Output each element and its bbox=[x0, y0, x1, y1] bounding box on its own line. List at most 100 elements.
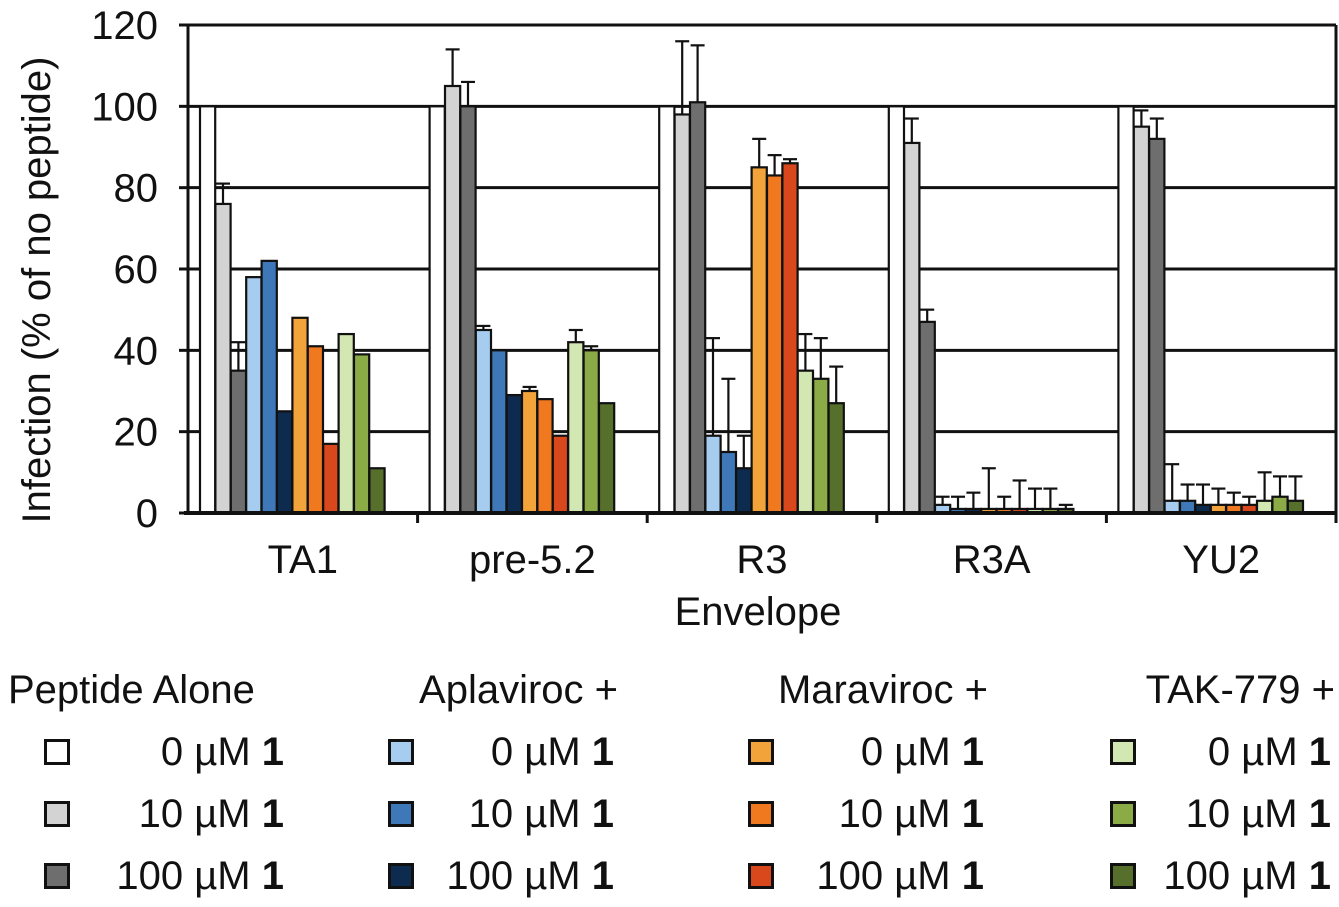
bar bbox=[597, 402, 616, 515]
bar bbox=[827, 402, 845, 515]
legend-entry-compound: 1 bbox=[1308, 791, 1331, 836]
bar bbox=[443, 84, 462, 515]
bar bbox=[520, 389, 539, 515]
legend-entry-text: 100 µM bbox=[446, 853, 592, 898]
legend-group-title: Maraviroc + bbox=[777, 668, 988, 712]
legend-entry-label: 10 µM 1 bbox=[1136, 792, 1335, 837]
legend-entry-label: 10 µM 1 bbox=[70, 792, 288, 837]
legend-entry-label: 100 µM 1 bbox=[70, 854, 288, 899]
legend-entry-text: 0 µM bbox=[1207, 729, 1309, 774]
x-tick-label: TA1 bbox=[268, 538, 338, 582]
legend-group-title: Peptide Alone bbox=[8, 668, 255, 712]
y-tick-label: 80 bbox=[114, 167, 159, 211]
legend-entry-text: 10 µM bbox=[1185, 791, 1309, 836]
bar bbox=[490, 349, 508, 515]
legend-swatch bbox=[44, 739, 70, 765]
legend-entry: 10 µM 1 bbox=[8, 783, 288, 845]
bar bbox=[275, 410, 294, 515]
legend-entry: 100 µM 1 bbox=[8, 845, 288, 907]
bar bbox=[368, 467, 386, 515]
legend-swatch bbox=[748, 801, 774, 827]
legend-entry-compound: 1 bbox=[1308, 729, 1331, 774]
legend-entry-label: 0 µM 1 bbox=[70, 730, 288, 775]
legend-group: TAK-779 +0 µM 1 10 µM 1 100 µM 1 bbox=[1110, 668, 1335, 907]
legend-entry-compound: 1 bbox=[1308, 853, 1331, 898]
legend-entry: 0 µM 1 bbox=[388, 721, 618, 783]
legend-entry-text: 10 µM bbox=[468, 791, 592, 836]
legend-swatch bbox=[388, 863, 414, 889]
legend-swatch bbox=[1110, 801, 1136, 827]
legend-entry-compound: 1 bbox=[591, 791, 614, 836]
legend-entry-text: 100 µM bbox=[116, 853, 262, 898]
y-tick-label: 60 bbox=[114, 248, 159, 292]
legend-entry-text: 0 µM bbox=[490, 729, 592, 774]
legend-entry-text: 100 µM bbox=[816, 853, 962, 898]
y-tick-label: 40 bbox=[114, 329, 159, 373]
bar bbox=[887, 105, 906, 515]
bar bbox=[260, 259, 278, 515]
bar-chart: 0 20 40 60 80 100 120 TA1 pre-5.2 R3 R3A YU2 Infect… bbox=[15, 4, 1338, 634]
legend-swatch bbox=[388, 739, 414, 765]
bar bbox=[337, 332, 355, 515]
x-tick-label: R3A bbox=[953, 538, 1031, 582]
x-tick-label: pre-5.2 bbox=[469, 538, 596, 582]
legend-entry: 10 µM 1 bbox=[748, 783, 988, 845]
legend-entry-label: 0 µM 1 bbox=[414, 730, 618, 775]
legend-swatch bbox=[44, 863, 70, 889]
legend-entry-compound: 1 bbox=[591, 853, 614, 898]
legend-entry-compound: 1 bbox=[261, 853, 284, 898]
bar bbox=[796, 369, 815, 515]
bar bbox=[474, 328, 493, 515]
bar bbox=[658, 105, 676, 515]
bar bbox=[582, 349, 600, 515]
legend-entry-compound: 1 bbox=[961, 853, 984, 898]
bar bbox=[229, 369, 248, 515]
legend-entry-label: 0 µM 1 bbox=[1136, 730, 1335, 775]
bar bbox=[812, 377, 830, 515]
bar bbox=[567, 341, 585, 515]
x-tick-label: YU2 bbox=[1182, 538, 1260, 582]
y-axis-title: Infection (% of no peptide) bbox=[15, 57, 59, 524]
legend-entry-compound: 1 bbox=[261, 729, 284, 774]
legend-group-title: Aplaviroc + bbox=[419, 668, 618, 712]
legend-entry: 100 µM 1 bbox=[748, 845, 988, 907]
legend-group: Aplaviroc +0 µM 1 10 µM 1 100 µM 1 bbox=[388, 668, 618, 907]
bar bbox=[322, 442, 340, 515]
bar bbox=[245, 276, 263, 515]
error-bars bbox=[216, 40, 1303, 509]
legend-entry-compound: 1 bbox=[961, 791, 984, 836]
bar bbox=[1117, 105, 1135, 515]
legend-swatch bbox=[1110, 739, 1136, 765]
bar bbox=[352, 353, 371, 515]
legend-swatch bbox=[748, 863, 774, 889]
bar bbox=[1271, 495, 1289, 515]
bar bbox=[673, 113, 691, 515]
legend-swatch bbox=[748, 739, 774, 765]
legend-entry: 0 µM 1 bbox=[748, 721, 988, 783]
bar bbox=[765, 174, 784, 515]
legend-swatch bbox=[44, 801, 70, 827]
legend-entry-text: 0 µM bbox=[860, 729, 962, 774]
y-tick-label: 120 bbox=[91, 4, 158, 48]
x-axis-title: Envelope bbox=[675, 590, 842, 634]
legend-entry-text: 100 µM bbox=[1163, 853, 1309, 898]
legend-entry-text: 0 µM bbox=[160, 729, 262, 774]
bar bbox=[1132, 125, 1151, 515]
bar bbox=[719, 450, 738, 515]
legend-entry-label: 100 µM 1 bbox=[1136, 854, 1335, 899]
legend-entry-text: 10 µM bbox=[138, 791, 262, 836]
bar bbox=[306, 345, 325, 515]
bar bbox=[291, 316, 309, 515]
bar bbox=[505, 393, 523, 515]
tick-labels: 0 20 40 60 80 100 120 TA1 pre-5.2 R3 R3A YU2 bbox=[91, 4, 1260, 582]
bar bbox=[781, 162, 799, 515]
legend-group-title: TAK-779 + bbox=[1145, 668, 1335, 712]
bar bbox=[459, 105, 477, 515]
bar bbox=[214, 202, 232, 515]
legend-entry: 10 µM 1 bbox=[388, 783, 618, 845]
legend-group: Peptide Alone 0 µM 1 10 µM 1 100 µM 1 bbox=[8, 668, 288, 907]
legend-entry: 100 µM 1 bbox=[1110, 845, 1335, 907]
y-tick-label: 0 bbox=[136, 492, 158, 536]
legend-entry: 100 µM 1 bbox=[388, 845, 618, 907]
y-tick-label: 100 bbox=[91, 85, 158, 129]
